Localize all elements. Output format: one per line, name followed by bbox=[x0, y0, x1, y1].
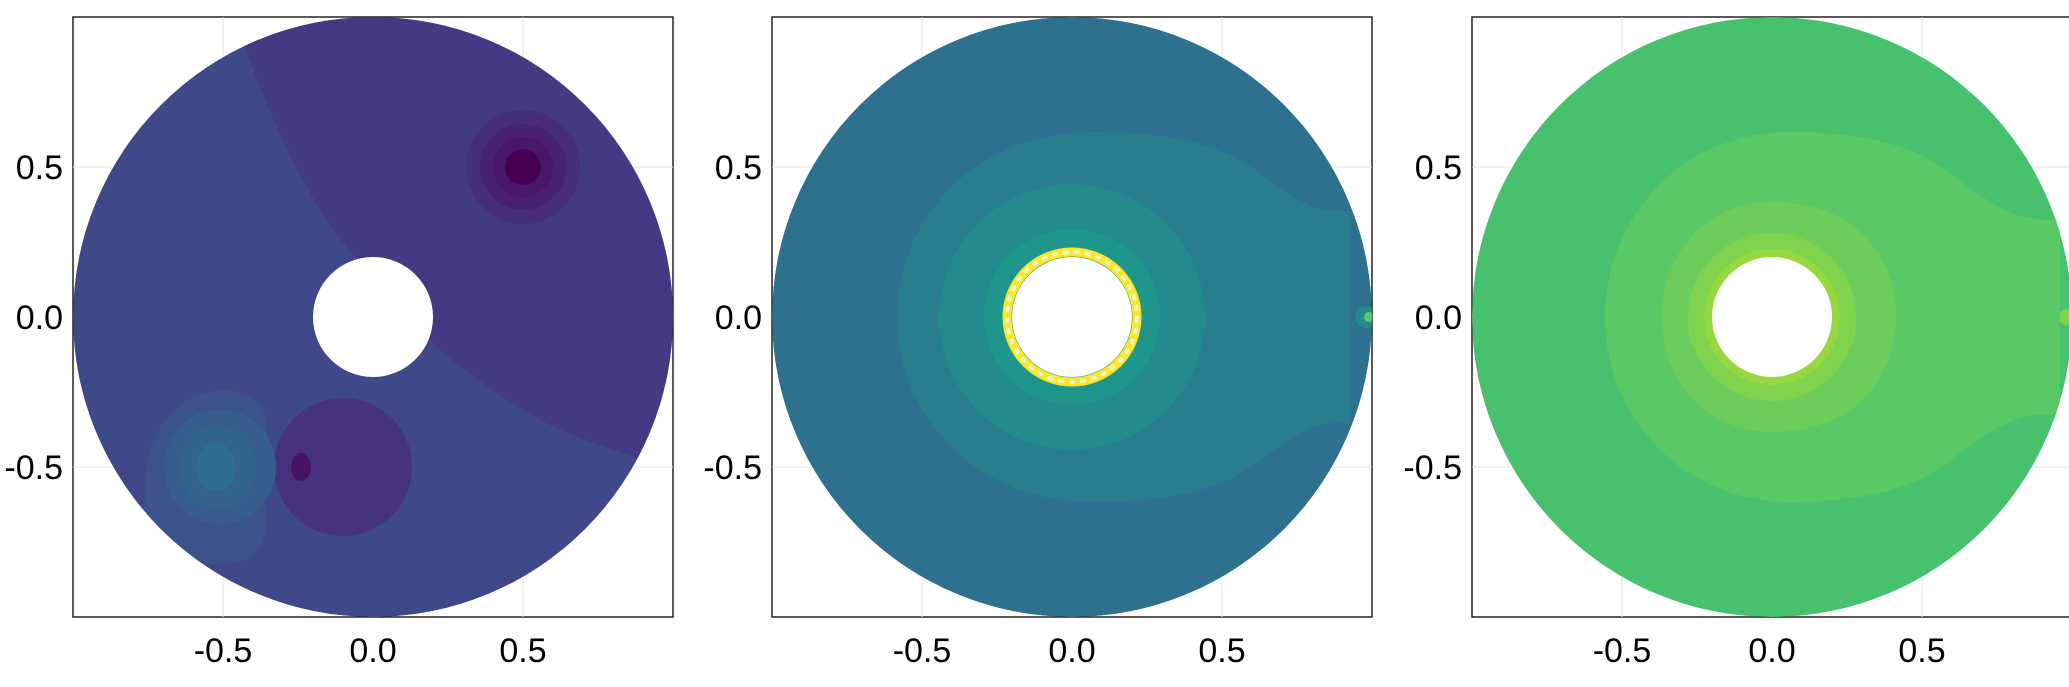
contour-edge-spot-core bbox=[1364, 312, 1372, 322]
contour-lower-disc bbox=[274, 398, 412, 536]
inner-edge-highlight bbox=[1005, 250, 1139, 384]
contour-source-core bbox=[196, 443, 236, 491]
contour-edge-spot bbox=[2059, 309, 2069, 325]
inner-hole bbox=[1712, 257, 1832, 377]
x-tick-label: 0.0 bbox=[349, 632, 396, 670]
x-tick-label: -0.5 bbox=[893, 632, 952, 670]
inner-hole bbox=[1012, 257, 1132, 377]
inner-hole bbox=[313, 257, 433, 377]
x-tick-label: 0.0 bbox=[1048, 632, 1095, 670]
y-tick-label: -0.5 bbox=[703, 449, 762, 487]
contour-upper-right-region bbox=[235, 17, 673, 470]
y-tick-label: 0.0 bbox=[715, 299, 762, 337]
y-tick-label: -0.5 bbox=[1403, 449, 1462, 487]
x-tick-label: 0.5 bbox=[1198, 632, 1245, 670]
x-tick-label: 0.0 bbox=[1748, 632, 1795, 670]
contour-sink-core bbox=[505, 149, 541, 185]
x-tick-label: 0.5 bbox=[499, 632, 546, 670]
x-tick-labels: -0.5 0.0 0.5 bbox=[1593, 632, 1946, 670]
y-tick-labels: 0.5 0.0 -0.5 bbox=[1403, 149, 1462, 487]
panel-2: -0.5 0.0 0.5 0.5 0.0 -0.5 bbox=[703, 16, 1373, 670]
y-tick-label: 0.0 bbox=[16, 299, 63, 337]
y-tick-label: 0.5 bbox=[1415, 149, 1462, 187]
y-tick-labels: 0.5 0.0 -0.5 bbox=[703, 149, 762, 487]
x-tick-labels: -0.5 0.0 0.5 bbox=[194, 632, 547, 670]
x-tick-label: -0.5 bbox=[1593, 632, 1652, 670]
x-tick-label: -0.5 bbox=[194, 632, 253, 670]
contour-lower-disc-spot bbox=[291, 453, 311, 481]
panel-1: -0.5 0.0 0.5 0.5 0.0 -0.5 bbox=[4, 16, 674, 670]
y-tick-label: 0.5 bbox=[715, 149, 762, 187]
y-tick-label: 0.5 bbox=[16, 149, 63, 187]
x-tick-labels: -0.5 0.0 0.5 bbox=[893, 632, 1246, 670]
x-tick-label: 0.5 bbox=[1898, 632, 1945, 670]
y-tick-labels: 0.5 0.0 -0.5 bbox=[4, 149, 63, 487]
y-tick-label: -0.5 bbox=[4, 449, 63, 487]
y-tick-label: 0.0 bbox=[1415, 299, 1462, 337]
panel-3: -0.5 0.0 0.5 0.5 0.0 -0.5 bbox=[1403, 16, 2069, 670]
